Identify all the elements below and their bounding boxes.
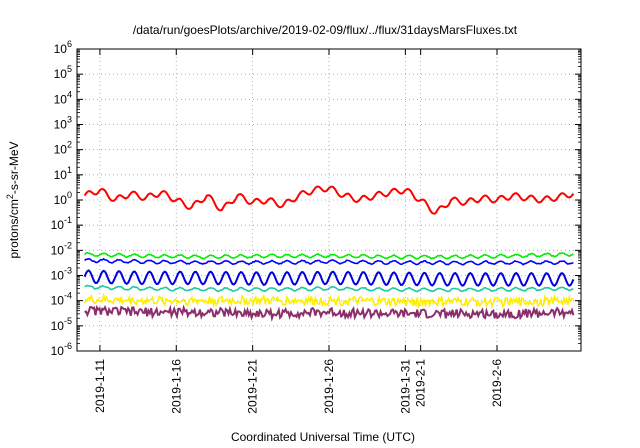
- x-tick-label: 2019-1-11: [93, 359, 107, 413]
- x-tick-labels: 2019-1-11 2019-1-16 2019-1-21 2019-1-26 2019…: [93, 359, 504, 414]
- series-line: [84, 284, 574, 293]
- x-axis-label: Coordinated Universal Time (UTC): [231, 430, 415, 444]
- x-tick-label: 2019-2-1: [414, 359, 428, 407]
- plot-frame: [76, 48, 582, 352]
- y-tick-label: 104: [54, 89, 72, 106]
- x-tick-label: 2019-1-16: [169, 359, 183, 414]
- x-tick-label: 2019-2-6: [490, 359, 504, 407]
- grid: [77, 49, 581, 351]
- y-tick-label: 105: [54, 64, 72, 81]
- y-tick-label: 106: [54, 39, 72, 56]
- y-tick-label: 10-2: [51, 240, 72, 257]
- series-line: [84, 304, 575, 322]
- x-tick-label: 2019-1-31: [398, 359, 412, 414]
- y-tick-label: 10-1: [51, 215, 72, 232]
- series-line: [84, 257, 574, 266]
- x-tick-label: 2019-1-26: [322, 359, 336, 414]
- y-tick-label: 102: [54, 140, 72, 157]
- y-axis-label: protons/cm2-s-sr-MeV: [5, 141, 21, 258]
- series-line: [83, 185, 575, 215]
- y-tick-label: 101: [54, 165, 72, 182]
- y-tick-label: 10-4: [51, 291, 72, 308]
- y-tick-label: 10-3: [51, 266, 72, 283]
- chart-title: /data/run/goesPlots/archive/2019-02-09/f…: [133, 23, 518, 37]
- y-tick-label: 100: [54, 190, 72, 207]
- y-tick-label: 10-6: [51, 341, 72, 358]
- x-tick-label: 2019-1-21: [246, 359, 260, 414]
- series-line: [83, 292, 574, 309]
- y-tick-label: 103: [54, 115, 72, 132]
- y-tick-label: 10-5: [51, 316, 72, 333]
- y-tick-labels: 10-6 10-5 10-4 10-3 10-2 10-1 100 101 102 103 104 1…: [51, 39, 72, 358]
- series-line: [84, 251, 574, 260]
- series-line: [83, 269, 575, 287]
- series-lines: [83, 185, 575, 322]
